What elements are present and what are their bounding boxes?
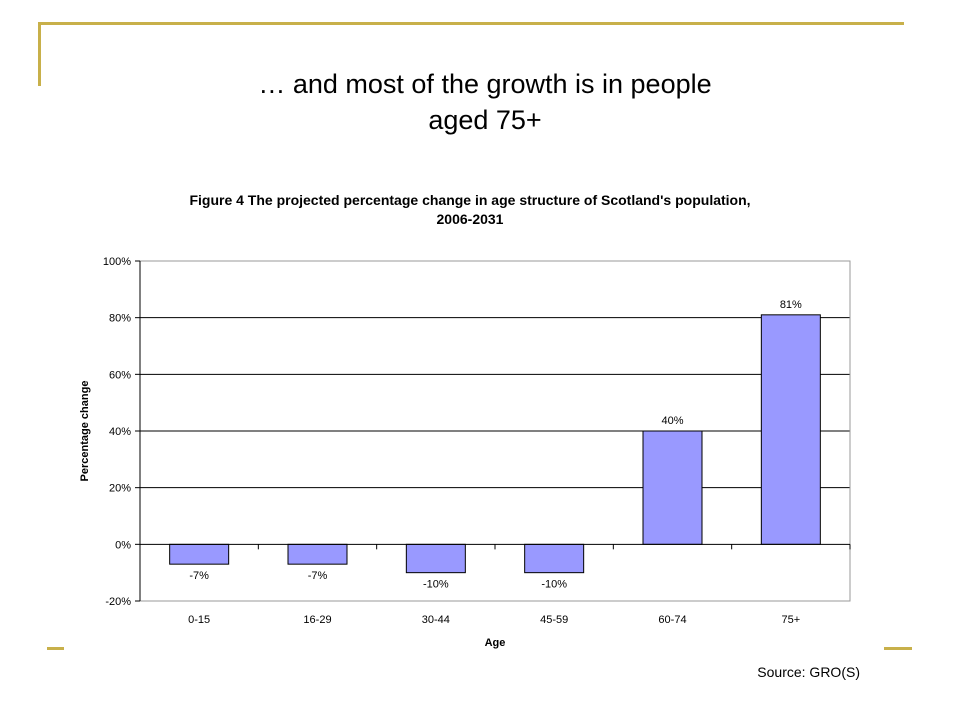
data-label: -7%	[189, 570, 209, 582]
x-axis-title: Age	[485, 637, 506, 649]
slide-title: … and most of the growth is in people ag…	[150, 66, 820, 138]
bar-45-59	[524, 543, 585, 574]
bar-0-15	[169, 543, 230, 565]
bar-60-74	[642, 430, 703, 545]
x-tick-label: 45-59	[540, 614, 568, 626]
bottom-right-rule	[884, 647, 912, 650]
bar-75+	[760, 314, 821, 545]
x-tick-label: 30-44	[422, 614, 450, 626]
figure-title-line-1: Figure 4 The projected percentage change…	[189, 192, 751, 208]
top-horizontal-rule	[38, 22, 904, 25]
x-tick-label: 0-15	[188, 614, 210, 626]
slide-title-line-1: … and most of the growth is in people	[258, 69, 712, 99]
top-left-vertical-rule	[38, 22, 41, 86]
data-label: -10%	[541, 579, 567, 591]
data-label: -10%	[423, 579, 449, 591]
bar-16-29	[287, 543, 348, 565]
data-label: 40%	[661, 415, 683, 427]
y-axis-title: Percentage change	[79, 381, 91, 482]
bottom-left-rule	[47, 647, 64, 650]
slide-title-line-2: aged 75+	[428, 105, 542, 135]
data-label: -7%	[308, 570, 328, 582]
x-tick-label: 16-29	[303, 614, 331, 626]
y-tick-label: 0%	[115, 539, 131, 551]
source-note: Source: GRO(S)	[757, 664, 860, 680]
y-tick-label: -20%	[105, 596, 131, 608]
data-label: 81%	[780, 299, 802, 311]
y-tick-label: 20%	[109, 483, 131, 495]
x-tick-label: 60-74	[658, 614, 686, 626]
figure-title: Figure 4 The projected percentage change…	[110, 191, 830, 229]
axes	[135, 260, 851, 602]
labels: -20% 0% 20% 40% 60% 80% 100% -7% 0-15 -7% 16-29 -10…	[103, 256, 802, 626]
bar-30-44	[405, 543, 466, 574]
y-tick-label: 80%	[109, 313, 131, 325]
x-tick-label: 75+	[781, 614, 800, 626]
y-tick-label: 40%	[109, 426, 131, 438]
figure-title-line-2: 2006-2031	[436, 211, 504, 227]
y-tick-label: 60%	[109, 369, 131, 381]
y-tick-label: 100%	[103, 256, 131, 268]
gridlines	[140, 317, 850, 489]
bars	[169, 314, 821, 574]
